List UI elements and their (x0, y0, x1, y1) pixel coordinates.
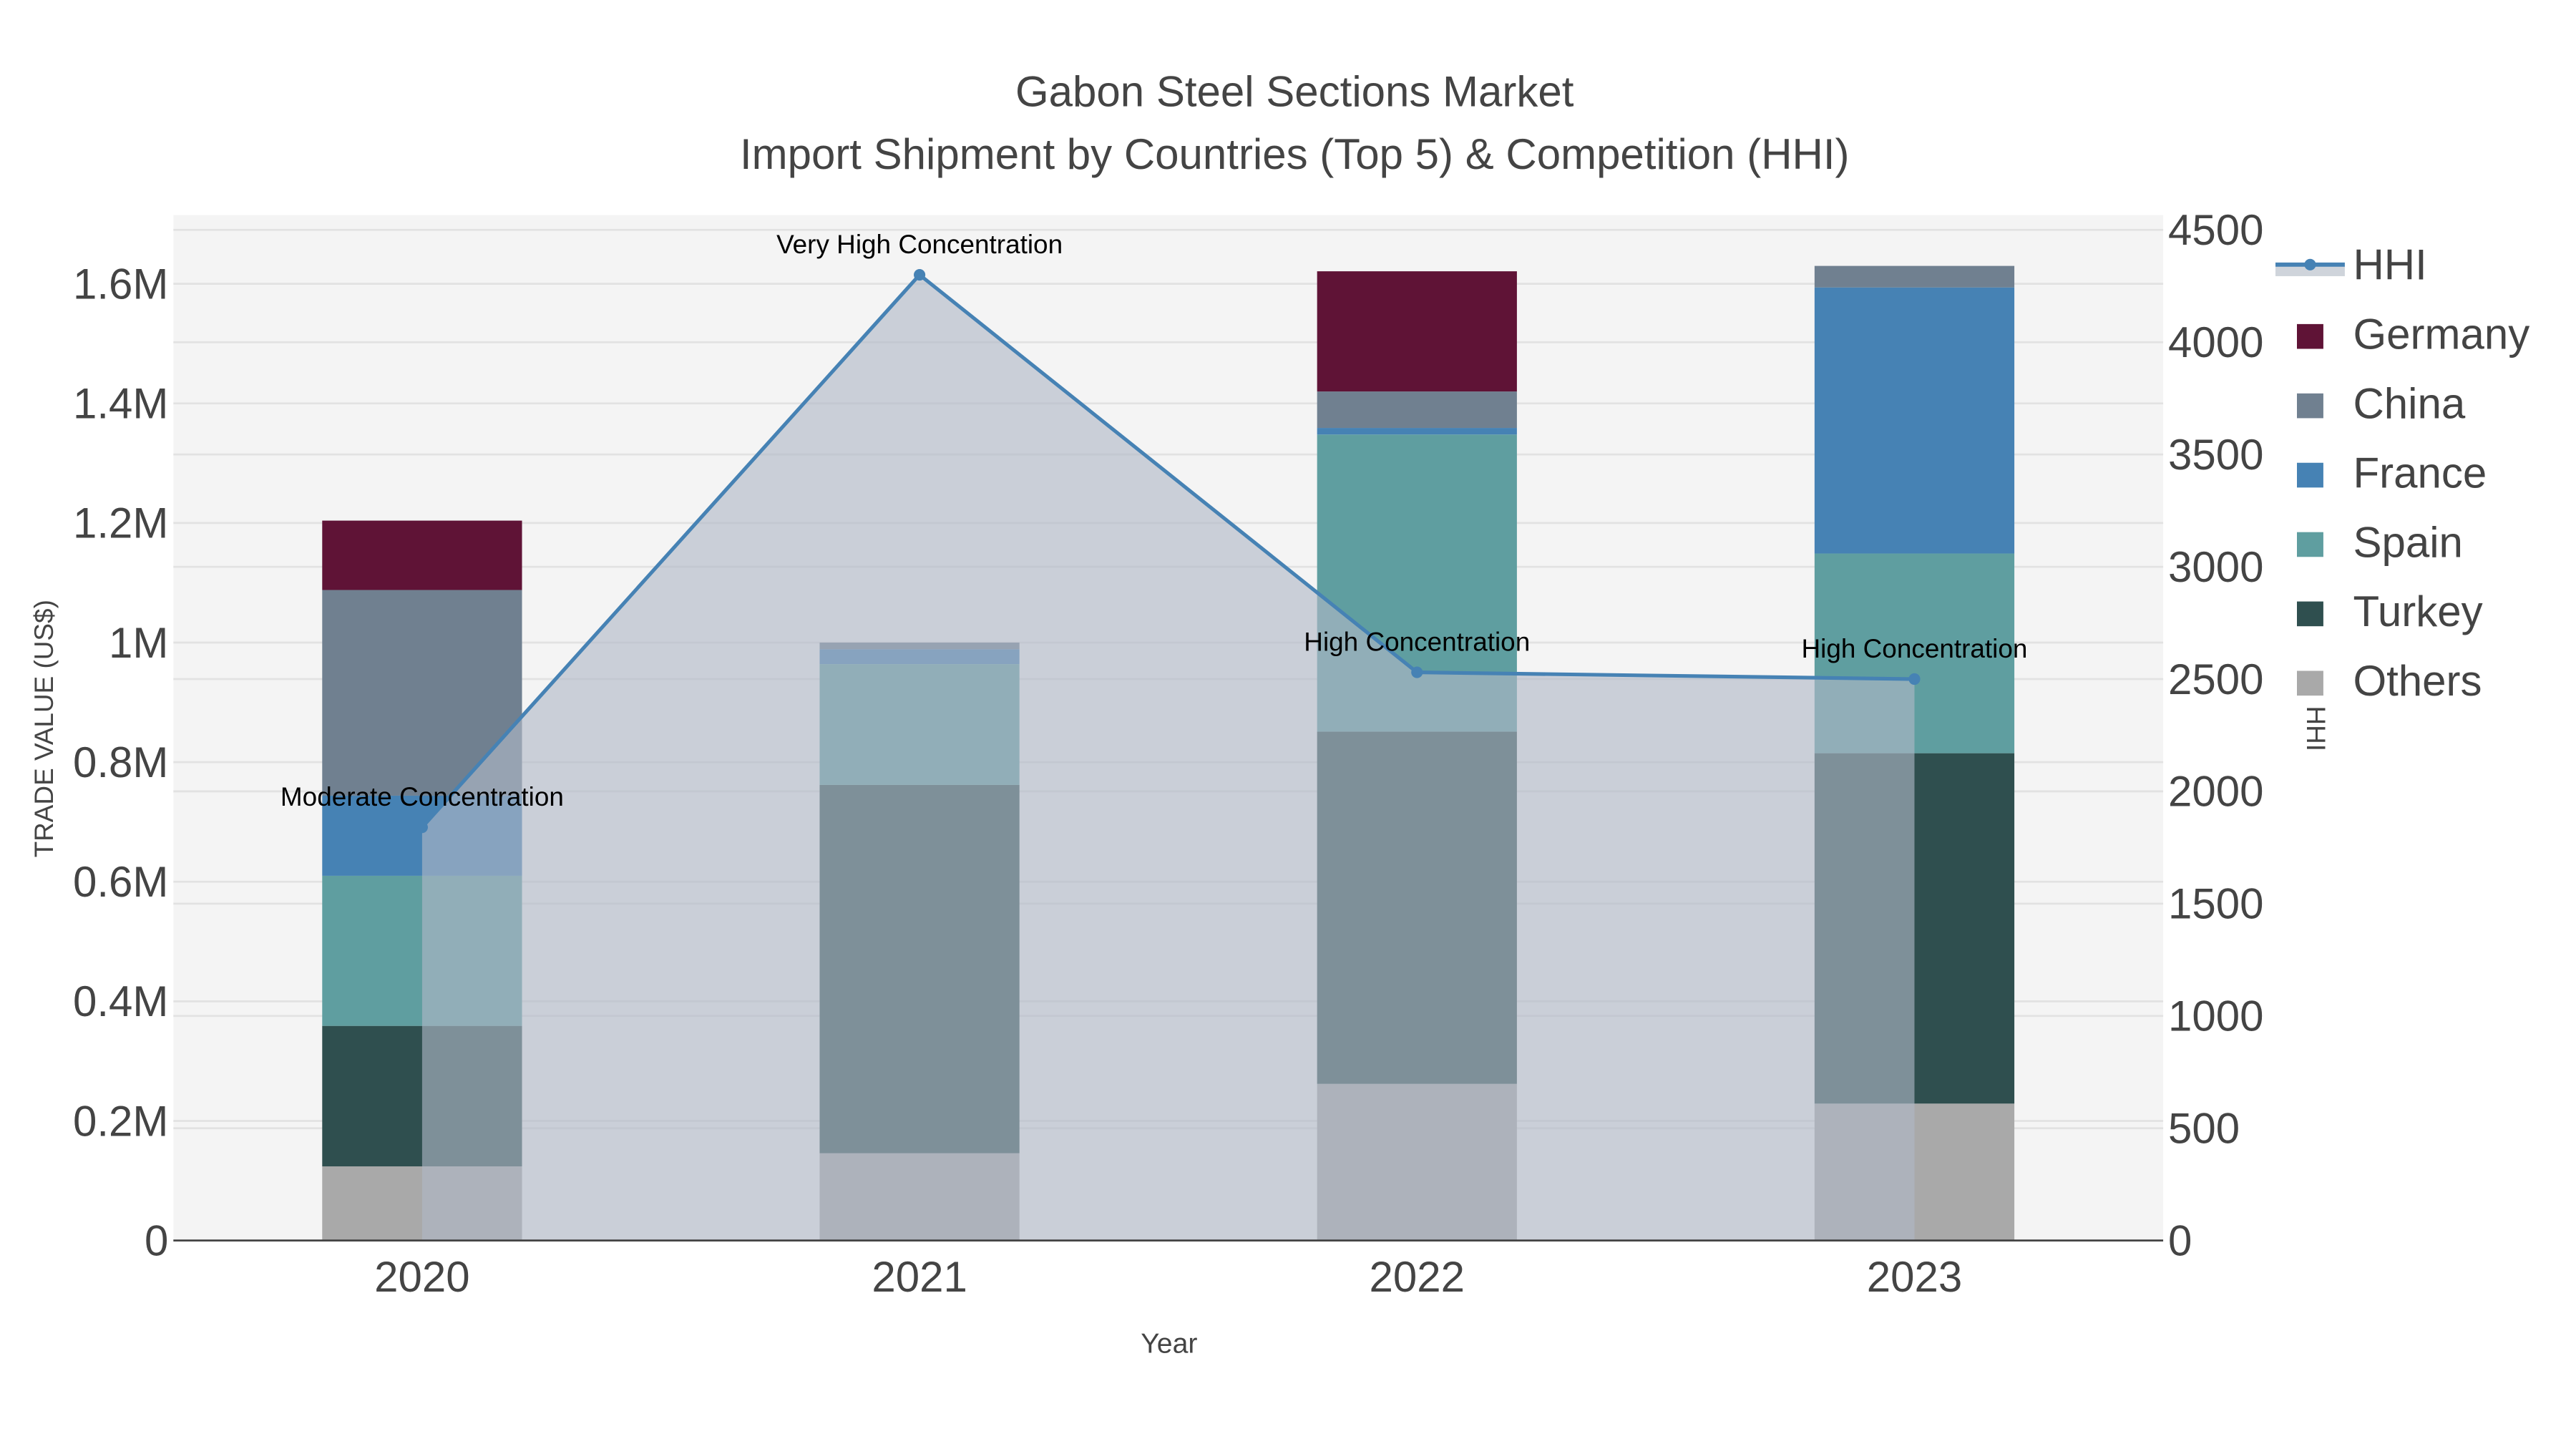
y2-tick-label: 0 (2168, 1216, 2192, 1264)
legend-label: HHI (2353, 241, 2426, 289)
chart-subtitle: Import Shipment by Countries (Top 5) & C… (740, 130, 1850, 178)
legend-item-germany[interactable]: Germany (2297, 310, 2529, 358)
y-tick-label: 0.4M (73, 977, 168, 1025)
y2-axis-title: HHI (2301, 706, 2331, 751)
x-tick-label: 2020 (374, 1253, 469, 1301)
legend: HHI Germany China France Spain Turkey Others (2275, 241, 2529, 705)
x-tick-label: 2021 (872, 1253, 967, 1301)
hhi-point-2021 (914, 268, 926, 281)
y-tick-label: 0 (145, 1216, 168, 1264)
legend-hhi-marker (2304, 258, 2316, 270)
y2-tick-label: 1500 (2168, 880, 2263, 928)
hhi-annotation: High Concentration (1304, 628, 1530, 657)
hhi-point-2020 (416, 821, 428, 834)
legend-swatch-turkey (2297, 601, 2323, 627)
legend-swatch-spain (2297, 532, 2323, 557)
bar-france-2022 (1317, 428, 1517, 435)
y-axis-title: TRADE VALUE (US$) (29, 600, 59, 857)
bar-germany-2020 (322, 520, 522, 590)
x-axis-title: Year (1141, 1328, 1197, 1360)
hhi-annotation: Very High Concentration (776, 230, 1063, 259)
legend-label: France (2353, 449, 2487, 497)
y-tick-label: 0.8M (73, 738, 168, 786)
hhi-annotation: High Concentration (1802, 634, 2028, 663)
legend-item-hhi[interactable]: HHI (2275, 241, 2427, 289)
bar-china-2023 (1814, 265, 2015, 288)
hhi-annotation: Moderate Concentration (280, 782, 564, 811)
legend-item-others[interactable]: Others (2297, 657, 2482, 705)
y2-tick-label: 4000 (2168, 318, 2263, 366)
y2-tick-label: 2000 (2168, 768, 2263, 816)
legend-item-france[interactable]: France (2297, 449, 2487, 497)
y-tick-label: 1.4M (73, 380, 168, 428)
hhi-line (421, 272, 1915, 829)
bar-germany-2022 (1317, 271, 1517, 392)
legend-hhi-area-swatch (2275, 266, 2345, 276)
y2-tick-label: 1000 (2168, 992, 2263, 1040)
y-tick-label: 0.6M (73, 858, 168, 906)
legend-item-china[interactable]: China (2297, 379, 2466, 427)
hhi-point-2022 (1411, 666, 1423, 678)
legend-label: Turkey (2353, 587, 2482, 635)
x-tick-label: 2023 (1867, 1253, 1962, 1301)
y-tick-label: 1M (109, 619, 168, 667)
y2-tick-label: 2500 (2168, 655, 2263, 703)
legend-swatch-others (2297, 670, 2323, 696)
x-tick-label: 2022 (1370, 1253, 1465, 1301)
y-tick-label: 1.6M (73, 260, 168, 308)
legend-swatch-germany (2297, 323, 2323, 349)
y2-tick-label: 3500 (2168, 431, 2263, 479)
legend-label: China (2353, 379, 2465, 427)
legend-item-turkey[interactable]: Turkey (2297, 587, 2483, 635)
y-tick-label: 1.2M (73, 499, 168, 547)
legend-swatch-china (2297, 393, 2323, 419)
bar-china-2022 (1317, 391, 1517, 429)
legend-swatch-france (2297, 462, 2323, 488)
legend-label: Germany (2353, 310, 2529, 358)
bar-france-2023 (1814, 287, 2015, 554)
chart-title: Gabon Steel Sections Market (1015, 67, 1574, 115)
legend-label: Spain (2353, 518, 2462, 566)
hhi-area (421, 275, 1915, 1241)
hhi-point-2023 (1908, 673, 1921, 686)
y-tick-label: 0.2M (73, 1097, 168, 1145)
y2-tick-label: 3000 (2168, 543, 2263, 591)
y2-tick-label: 4500 (2168, 206, 2263, 254)
legend-label: Others (2353, 657, 2482, 705)
y2-tick-label: 500 (2168, 1104, 2240, 1152)
legend-item-spain[interactable]: Spain (2297, 518, 2463, 566)
